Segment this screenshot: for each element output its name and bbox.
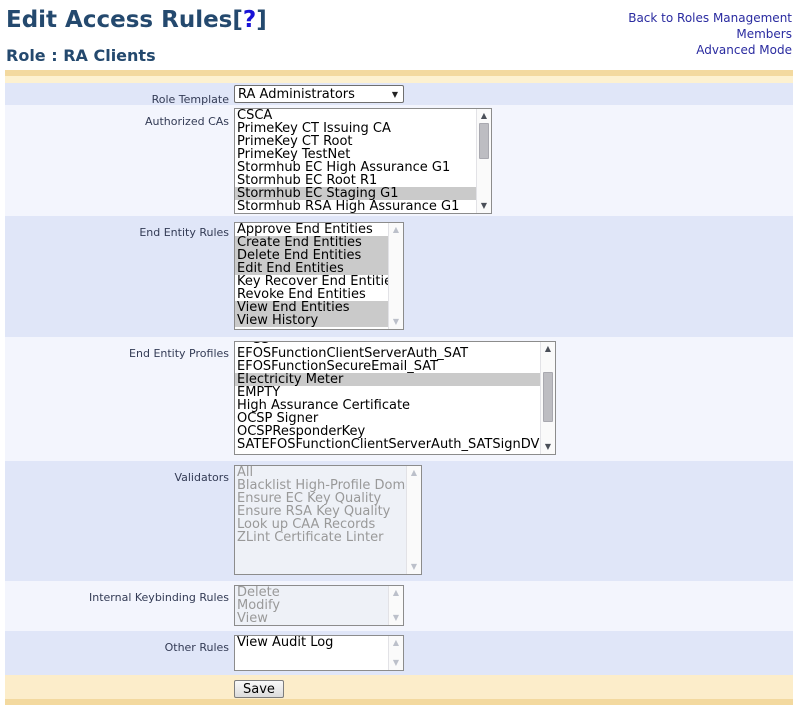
select-option[interactable]: Delete End Entities (235, 249, 388, 262)
select-option[interactable]: PrimeKey CT Root (237, 135, 353, 148)
end-entity-rules-select[interactable]: Approve End Entities Create End Entities D… (234, 222, 404, 330)
scroll-up-icon[interactable]: ▲ (480, 111, 488, 120)
authorized-cas-label: Authorized CAs (144, 115, 229, 128)
role-subtitle: Role : RA Clients (6, 46, 156, 65)
help-link[interactable]: ? (242, 7, 257, 33)
help-bracket-close: ] (256, 7, 267, 33)
row-other-rules: Other Rules View Audit Log ▲ ▼ (5, 631, 793, 675)
row-save: Save (5, 675, 793, 699)
select-option[interactable]: View Audit Log (237, 636, 334, 649)
select-option[interactable]: SATEFOSFunctionClientServerAuth_SATSignD… (237, 438, 540, 451)
page-header: Edit Access Rules[?] Role : RA Clients B… (5, 0, 793, 70)
select-option: Modify (237, 599, 281, 612)
row-end-entity-rules: End Entity Rules Approve End Entities Cre… (5, 216, 793, 337)
scroll-up-icon: ▲ (392, 638, 400, 647)
scroll-up-icon: ▲ (392, 588, 400, 597)
select-option[interactable]: Key Recover End Entities (237, 275, 388, 288)
select-option: View (237, 612, 268, 625)
select-option[interactable]: PrimeKey CT Issuing CA (237, 122, 391, 135)
link-members[interactable]: Members (736, 27, 792, 41)
table-bottom-gold-bar (5, 699, 793, 705)
select-option[interactable]: Create End Entities (235, 236, 388, 249)
scroll-up-icon: ▲ (392, 225, 400, 234)
save-button[interactable]: Save (234, 680, 284, 698)
page-title: Edit Access Rules[?] (6, 7, 267, 33)
table-top-gold-bar (5, 70, 793, 76)
access-rules-table: Role Template RA Administrators ▼ Author… (5, 70, 793, 705)
header-nav-links: Back to Roles Management Members Advance… (628, 7, 792, 70)
select-option[interactable]: Edit End Entities (235, 262, 388, 275)
select-option: ZLint Certificate Linter (237, 531, 384, 544)
link-back-to-roles-management[interactable]: Back to Roles Management (628, 11, 792, 25)
row-authorized-cas: Authorized CAs CSCA PrimeKey CT Issuing C… (5, 105, 793, 216)
select-option[interactable]: OCSPResponderKey (237, 425, 366, 438)
validators-label: Validators (174, 471, 229, 484)
internal-keybinding-scrollbar: ▲ ▼ (388, 586, 403, 625)
select-option[interactable]: EFOSFunctionSecureEmail_SAT (237, 360, 439, 373)
end-entity-profiles-scrollbar[interactable]: ▲ ▼ (540, 342, 555, 454)
role-template-selected-value: RA Administrators (238, 86, 355, 102)
select-option: Look up CAA Records (237, 518, 376, 531)
row-role-template: Role Template RA Administrators ▼ (5, 83, 793, 106)
select-option[interactable]: CSCA (237, 109, 273, 122)
role-template-select[interactable]: RA Administrators ▼ (234, 85, 404, 103)
select-option[interactable]: High Assurance Certificate (237, 399, 411, 412)
select-option: All (237, 466, 254, 479)
select-option: Delete (237, 586, 280, 599)
authorized-cas-select[interactable]: CSCA PrimeKey CT Issuing CA PrimeKey CT Ro… (234, 108, 492, 214)
help-bracket-open: [ (232, 7, 243, 33)
end-entity-rules-label: End Entity Rules (139, 226, 229, 239)
internal-keybinding-rules-label: Internal Keybinding Rules (88, 591, 229, 604)
select-option: Blacklist High-Profile Domains (237, 479, 406, 492)
select-option[interactable]: PrimeKey TestNet (237, 148, 351, 161)
scroll-down-icon: ▼ (392, 317, 400, 326)
end-entity-profiles-select[interactable]: SS EFOSFunctionClientServerAuth_SATEFOSF… (234, 341, 556, 455)
dropdown-arrow-icon: ▼ (391, 89, 398, 99)
scrollbar-thumb[interactable] (543, 372, 553, 422)
scroll-up-icon[interactable]: ▲ (544, 344, 552, 353)
select-option: Ensure EC Key Quality (237, 492, 382, 505)
link-advanced-mode[interactable]: Advanced Mode (696, 43, 792, 57)
page-title-text: Edit Access Rules (6, 7, 233, 33)
scrollbar-thumb[interactable] (479, 123, 489, 159)
select-option[interactable]: Stormhub EC High Assurance G1 (237, 161, 451, 174)
table-top-cream-bar (5, 76, 793, 83)
scroll-down-icon[interactable]: ▼ (480, 201, 488, 210)
validators-scrollbar: ▲ ▼ (406, 466, 421, 574)
other-rules-label: Other Rules (164, 641, 229, 654)
select-option[interactable]: Electricity Meter (235, 373, 540, 386)
scroll-up-icon: ▲ (410, 468, 418, 477)
scroll-down-icon: ▼ (410, 562, 418, 571)
end-entity-rules-scrollbar: ▲ ▼ (388, 223, 403, 329)
select-option[interactable]: View End Entities (235, 301, 388, 314)
select-option[interactable]: Stormhub EC Root R1 (237, 174, 378, 187)
authorized-cas-scrollbar[interactable]: ▲ ▼ (476, 109, 491, 213)
internal-keybinding-rules-select: Delete Modify View ▲ ▼ (234, 585, 404, 626)
partially-scrolled-option[interactable]: SS (235, 342, 540, 347)
scroll-down-icon: ▼ (392, 658, 400, 667)
header-titles: Edit Access Rules[?] Role : RA Clients (6, 7, 267, 70)
select-option[interactable]: EMPTY (237, 386, 281, 399)
row-validators: Validators All Blacklist High-Profile Dom… (5, 461, 793, 581)
select-option[interactable]: Stormhub EC Staging G1 (235, 187, 476, 200)
scroll-down-icon[interactable]: ▼ (544, 442, 552, 451)
other-rules-scrollbar: ▲ ▼ (388, 636, 403, 670)
row-end-entity-profiles: End Entity Profiles SS EFOSFunctionClien… (5, 337, 793, 461)
select-option[interactable]: View History (235, 314, 388, 327)
end-entity-profiles-label: End Entity Profiles (129, 347, 229, 360)
select-option[interactable]: Revoke End Entities (237, 288, 366, 301)
select-option: Ensure RSA Key Quality (237, 505, 391, 518)
select-option[interactable]: EFOSFunctionClientServerAuth_SAT (237, 347, 469, 360)
scroll-down-icon: ▼ (392, 613, 400, 622)
select-option[interactable]: OCSP Signer (237, 412, 319, 425)
other-rules-select[interactable]: View Audit Log ▲ ▼ (234, 635, 404, 671)
role-template-label: Role Template (151, 93, 229, 106)
row-internal-keybinding-rules: Internal Keybinding Rules Delete Modify Vi… (5, 581, 793, 631)
select-option[interactable]: Stormhub RSA High Assurance G1 (237, 200, 460, 213)
select-option[interactable]: Approve End Entities (237, 223, 373, 236)
